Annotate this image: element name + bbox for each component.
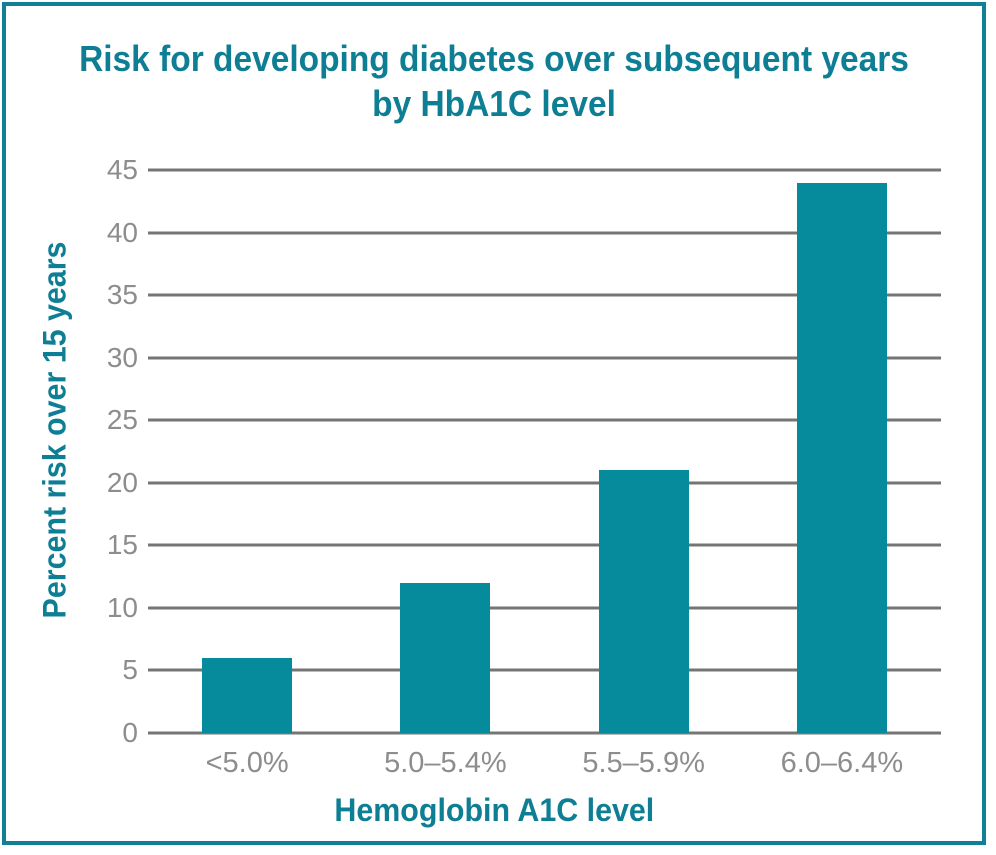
chart-title-line1: Risk for developing diabetes over subseq… [79,38,909,79]
bar [598,470,689,733]
y-tick-label: 35 [106,279,138,311]
bar [202,657,293,733]
y-tick-label: 30 [106,341,138,373]
chart-title-line2: by HbA1C level [372,83,616,124]
gridline-y0 [148,731,941,735]
y-tick-label: 5 [122,654,138,686]
y-tick-label: 40 [106,216,138,248]
gridline-y15 [148,543,941,547]
x-tick-label: 6.0–6.4% [780,747,904,779]
y-tick-label: 15 [106,529,138,561]
y-tick-label: 45 [106,154,138,185]
chart-title: Risk for developing diabetes over subseq… [6,36,982,126]
bar-slot: <5.0% [148,170,346,778]
y-tick-label: 10 [106,591,138,623]
x-tick-label: 5.5–5.9% [582,747,705,779]
x-axis-title: Hemoglobin A1C level [6,792,982,829]
gridline-y35 [148,293,941,297]
gridline-y10 [148,606,941,610]
bars-layer: <5.0% 5.0–5.4% 5.5–5.9% 6.0–6.4% [148,170,941,778]
bar-slot: 6.0–6.4% [743,170,941,778]
plot-area: 0 5 10 15 20 25 30 35 40 45 <5.0% 5.0–5.4% 5.5–5.9%… [107,156,941,778]
x-tick-label: 5.0–5.4% [384,747,507,779]
bar-slot: 5.5–5.9% [545,170,743,778]
gridline-y30 [148,356,941,360]
gridline-y5 [148,668,941,672]
gridline-y45 [148,168,941,172]
y-tick-label: 25 [106,404,138,436]
gridline-y20 [148,481,941,485]
bar-slot: 5.0–5.4% [346,170,544,778]
chart-frame: Risk for developing diabetes over subseq… [2,2,986,845]
bar [796,182,887,733]
x-axis-title-text: Hemoglobin A1C level [334,792,654,828]
y-tick-label: 20 [106,466,138,498]
gridline-y25 [148,418,941,422]
y-tick-label: 0 [122,717,138,748]
bar [400,582,491,733]
gridline-y40 [148,231,941,235]
x-tick-label: <5.0% [205,747,289,779]
